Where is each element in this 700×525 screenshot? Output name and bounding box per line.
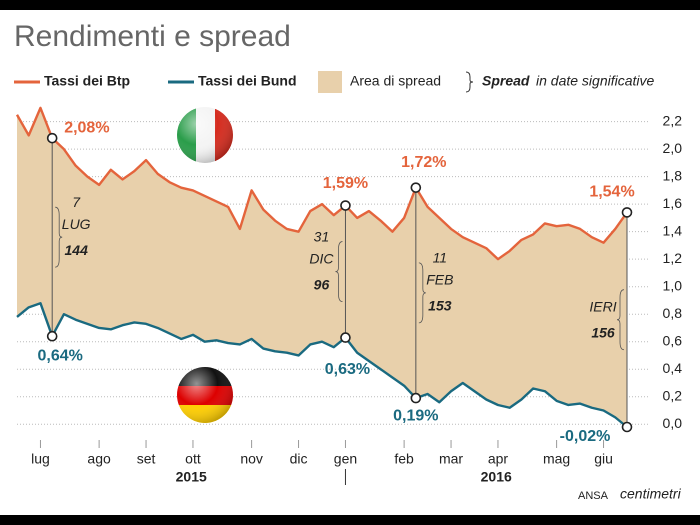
y-tick-label: 0,0 — [663, 415, 683, 431]
y-tick-label: 1,2 — [663, 250, 683, 266]
year-label: 2015 — [176, 469, 207, 485]
legend-label: Tassi dei Bund — [198, 73, 297, 89]
annotation-date: DIC — [309, 250, 334, 266]
series-line — [15, 106, 628, 261]
value-label: 1,59% — [323, 175, 368, 192]
annotation-date: 31 — [314, 228, 330, 244]
annotation-date: 11 — [433, 250, 448, 266]
annotation-spread: 96 — [314, 276, 330, 292]
y-tick-label: 0,8 — [663, 305, 683, 321]
y-tick-label: 1,8 — [663, 167, 683, 183]
legend-brace — [465, 71, 474, 93]
value-label: 0,19% — [393, 407, 438, 424]
point-marker — [621, 421, 633, 433]
x-tick-label: giu — [594, 451, 613, 467]
annotation-spread: 144 — [65, 242, 89, 258]
point-marker — [46, 132, 58, 144]
x-tick-label: ago — [87, 451, 111, 467]
brace — [418, 262, 426, 324]
annotation-date: LUG — [62, 216, 91, 232]
x-tick-label: ott — [185, 451, 201, 467]
legend: Tassi dei Btp Tassi dei Bund Area di sprea… — [14, 71, 655, 93]
annotation-spread: 156 — [591, 324, 615, 340]
brace — [335, 241, 343, 302]
source: ANSA — [578, 490, 609, 502]
legend-label: Tassi dei Btp — [44, 73, 130, 89]
x-tick-label: feb — [394, 451, 414, 467]
y-tick-label: 2,2 — [663, 112, 683, 128]
point-marker — [340, 332, 351, 343]
flag-italy — [177, 107, 233, 163]
annotation-date: IERI — [589, 298, 616, 314]
y-tick-label: 2,0 — [663, 140, 683, 156]
series-line — [16, 302, 628, 428]
y-tick-label: 0,2 — [663, 387, 683, 403]
flags — [177, 107, 233, 423]
legend-swatch — [318, 71, 342, 93]
y-tick-label: 1,4 — [663, 222, 683, 238]
legend-note-bold: Spread — [482, 73, 530, 89]
x-tick-label: nov — [240, 451, 263, 467]
value-label: 2,08% — [64, 119, 109, 136]
x-tick-label: gen — [334, 451, 357, 467]
top-band — [0, 0, 700, 10]
annotation-date: 7 — [72, 194, 81, 210]
bottom-band — [0, 515, 700, 525]
y-tick-label: 0,6 — [663, 332, 683, 348]
year-label: 2016 — [481, 469, 512, 485]
flag-germany — [177, 367, 233, 423]
brace — [55, 206, 63, 268]
point-marker — [410, 392, 422, 404]
legend-note: in date significative — [536, 73, 655, 89]
annotation-date: FEB — [426, 272, 453, 288]
y-tick-label: 1,0 — [663, 277, 683, 293]
point-marker — [621, 207, 633, 218]
x-tick-label: set — [137, 451, 156, 467]
y-tick-label: 0,4 — [663, 360, 683, 376]
brace — [616, 289, 625, 351]
x-tick-label: mag — [543, 451, 570, 467]
point-marker — [340, 200, 351, 211]
x-tick-label: apr — [488, 451, 509, 467]
x-tick-label: mar — [439, 451, 463, 467]
x-tick-label: lug — [31, 451, 50, 467]
point-marker — [46, 330, 58, 342]
value-label: 0,63% — [325, 361, 370, 378]
value-label: 1,54% — [589, 184, 634, 201]
y-tick-label: 1,6 — [663, 195, 683, 211]
x-tick-label: dic — [290, 451, 308, 467]
plot: 0,0 0,2 0,4 0,6 0,8 1,0 1,2 1,4 1,6 1,8 2,0 2,2 lug a… — [15, 106, 683, 485]
point-marker — [410, 182, 422, 193]
legend-label: Area di spread — [350, 73, 441, 89]
annotation-spread: 153 — [428, 298, 452, 314]
brand: centimetri — [620, 486, 682, 502]
value-label: -0,02% — [560, 428, 611, 445]
spread-area — [17, 107, 627, 427]
value-label: 0,64% — [38, 347, 83, 364]
value-label: 1,72% — [401, 154, 446, 171]
chart-title: Rendimenti e spread — [14, 20, 291, 53]
